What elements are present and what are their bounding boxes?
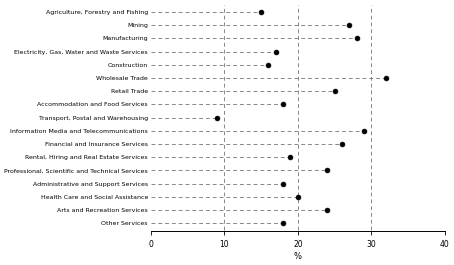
- Point: [294, 195, 301, 199]
- Point: [353, 36, 360, 41]
- Point: [345, 23, 353, 27]
- Point: [280, 102, 287, 107]
- Point: [382, 76, 390, 80]
- Point: [324, 168, 331, 173]
- Point: [257, 10, 265, 14]
- Point: [280, 221, 287, 225]
- Point: [265, 63, 272, 67]
- Point: [213, 116, 221, 120]
- Point: [331, 89, 338, 93]
- Point: [360, 129, 368, 133]
- Point: [280, 182, 287, 186]
- Point: [272, 50, 279, 54]
- Point: [324, 208, 331, 212]
- X-axis label: %: %: [294, 252, 302, 261]
- Point: [287, 155, 294, 159]
- Point: [338, 142, 345, 146]
